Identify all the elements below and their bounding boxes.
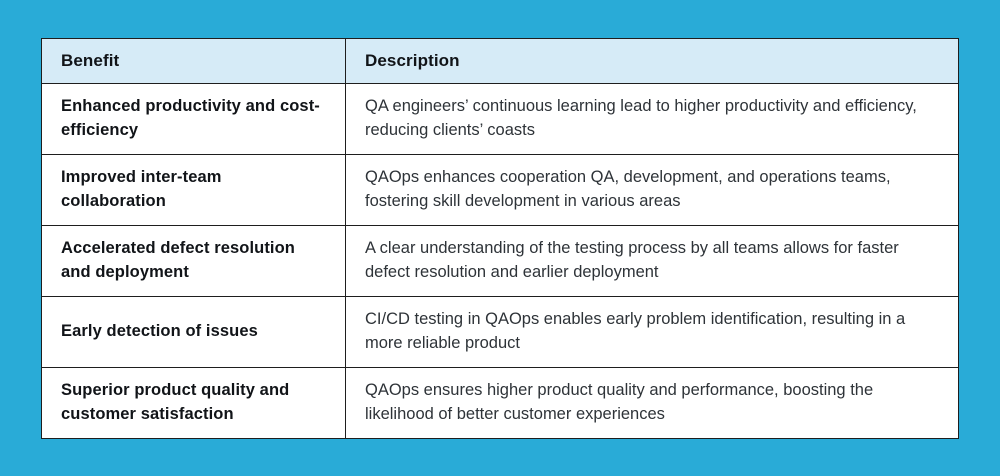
table-container: Benefit Description Enhanced productivit…	[41, 38, 959, 439]
benefit-cell: Early detection of issues	[41, 296, 346, 368]
description-cell: QAOps enhances cooperation QA, developme…	[345, 154, 959, 226]
benefit-cell: Superior product quality and customer sa…	[41, 367, 346, 439]
description-cell: A clear understanding of the testing pro…	[345, 225, 959, 297]
table-row: Accelerated defect resolution and deploy…	[41, 225, 959, 297]
benefit-cell: Improved inter-team collaboration	[41, 154, 346, 226]
qaops-benefits-table: Benefit Description Enhanced productivit…	[41, 38, 959, 439]
table-row: Enhanced productivity and cost-efficienc…	[41, 83, 959, 155]
benefit-cell: Accelerated defect resolution and deploy…	[41, 225, 346, 297]
benefit-cell: Enhanced productivity and cost-efficienc…	[41, 83, 346, 155]
table-row: Early detection of issues CI/CD testing …	[41, 296, 959, 368]
table-row: Superior product quality and customer sa…	[41, 367, 959, 439]
description-cell: CI/CD testing in QAOps enables early pro…	[345, 296, 959, 368]
table-row: Improved inter-team collaboration QAOps …	[41, 154, 959, 226]
description-cell: QA engineers’ continuous learning lead t…	[345, 83, 959, 155]
column-header-description: Description	[345, 38, 959, 84]
column-header-benefit: Benefit	[41, 38, 346, 84]
table-header-row: Benefit Description	[41, 38, 959, 84]
description-cell: QAOps ensures higher product quality and…	[345, 367, 959, 439]
